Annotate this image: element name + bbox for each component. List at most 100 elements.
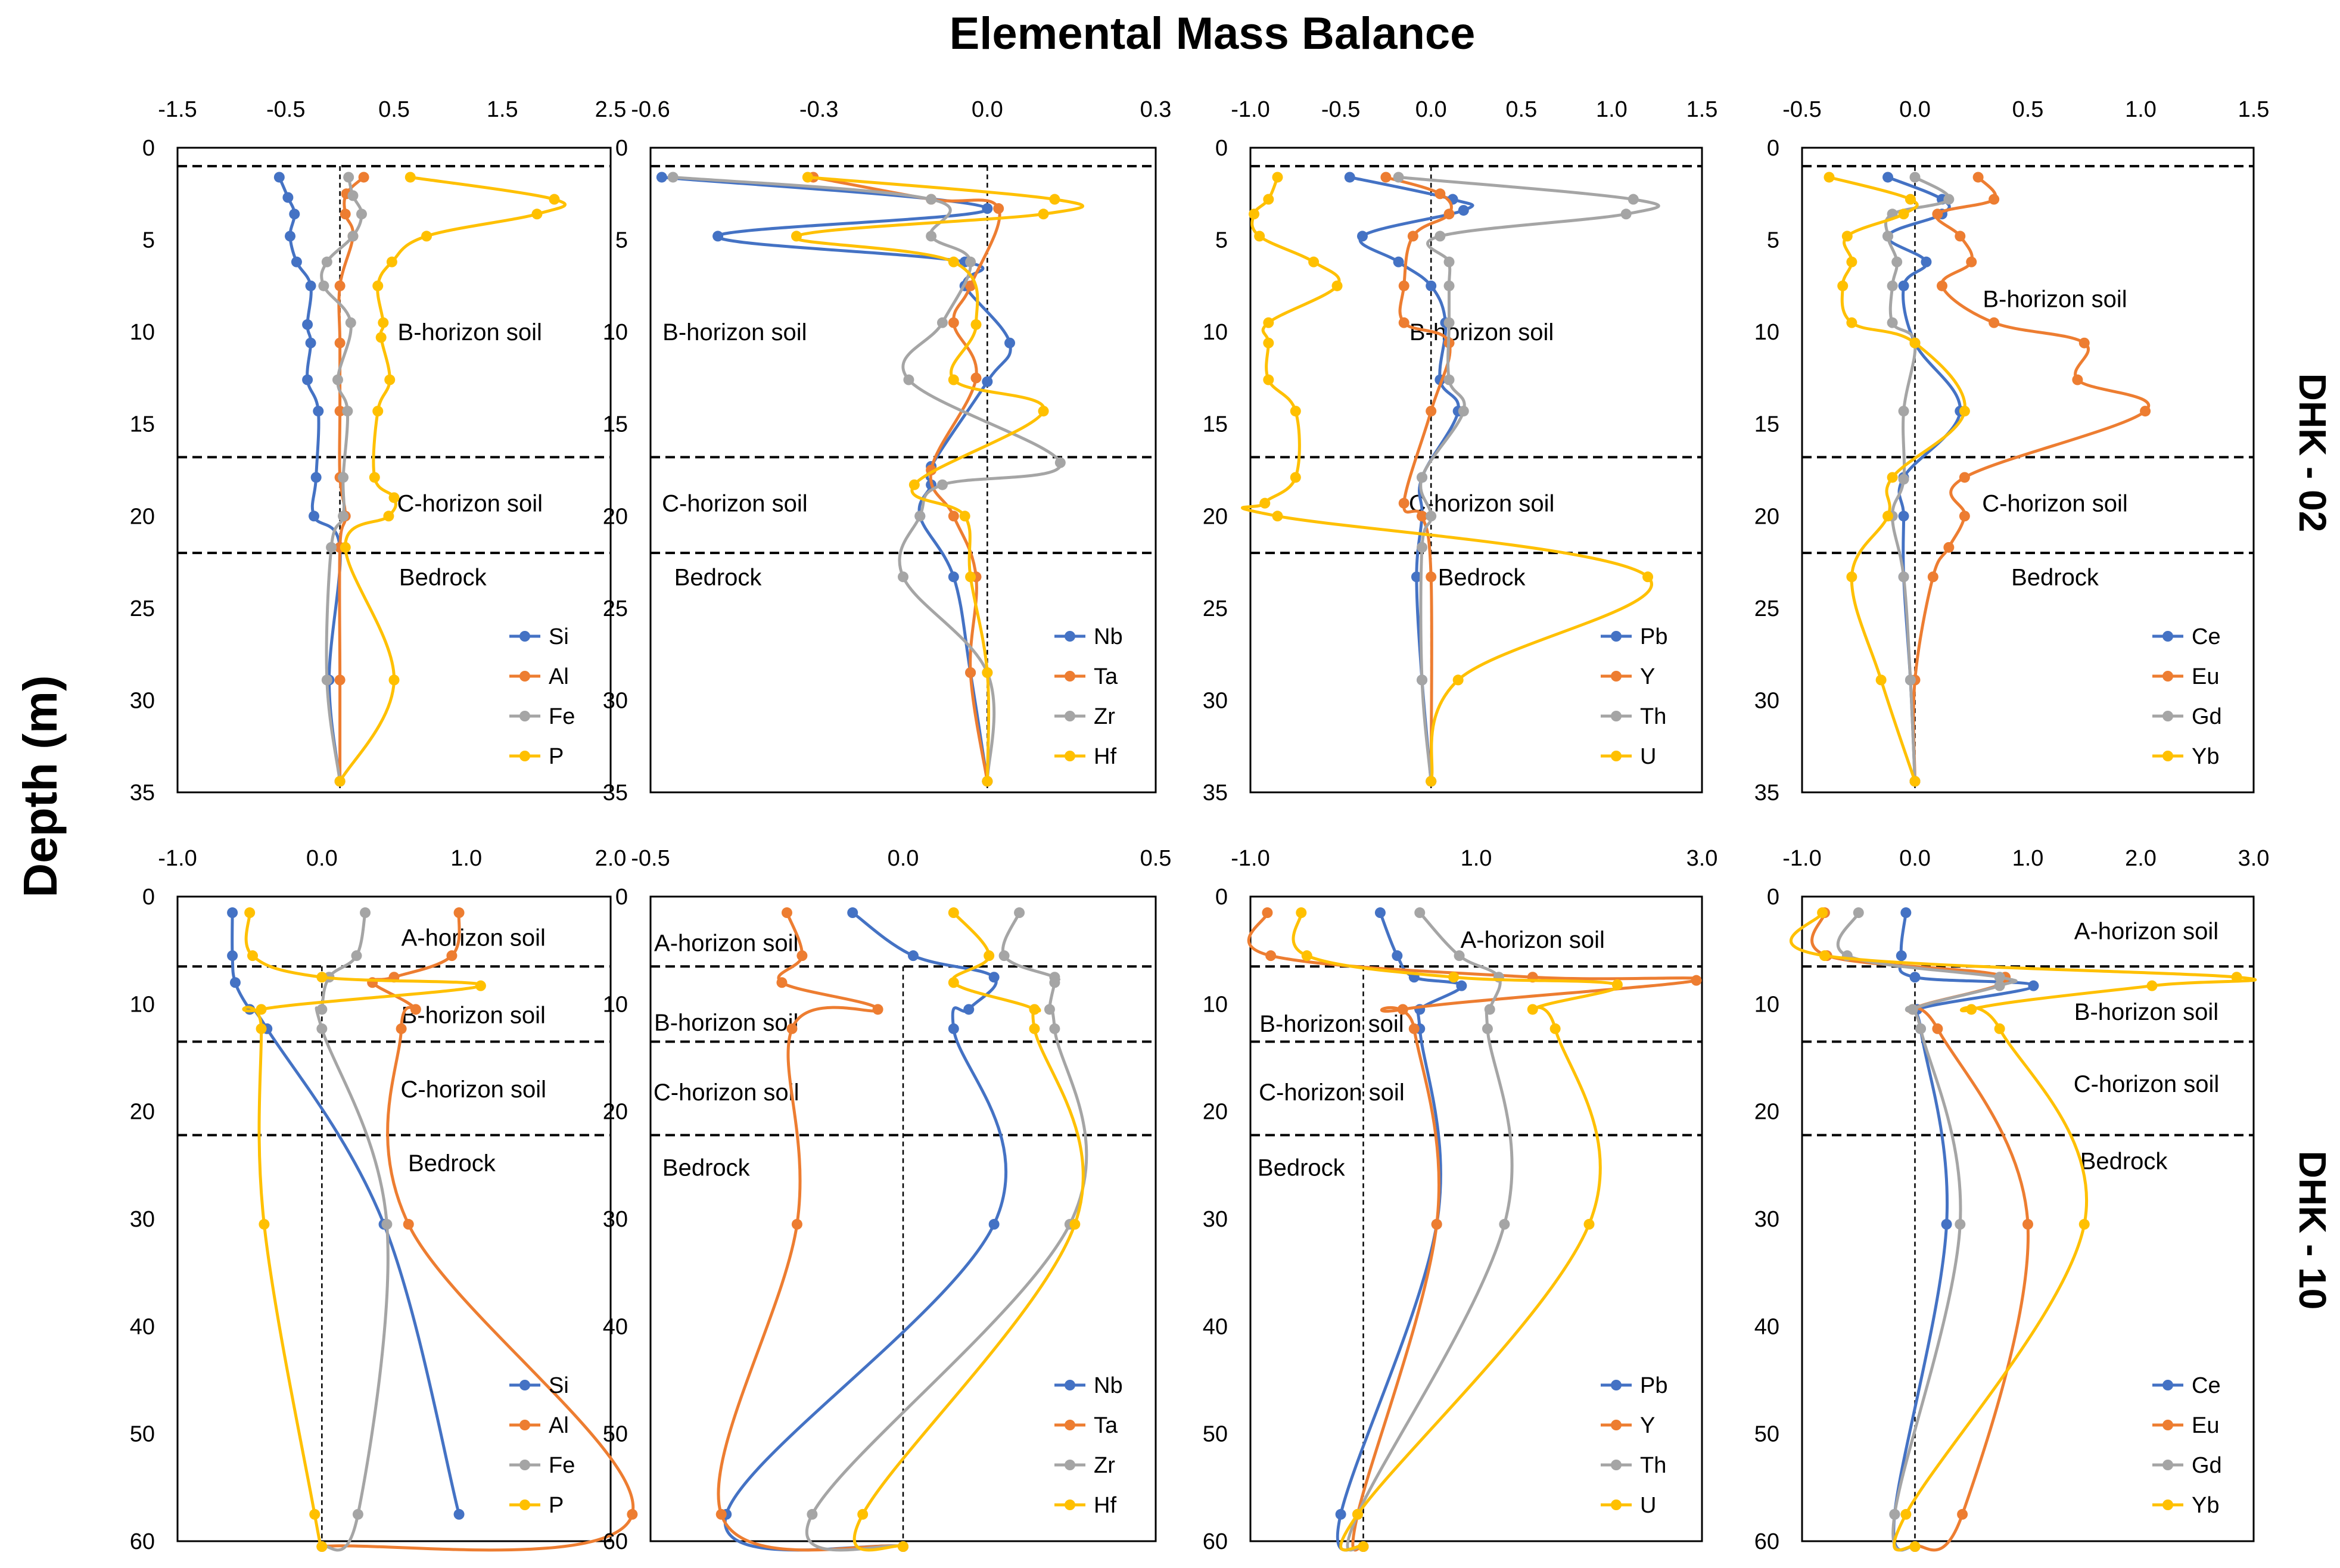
legend-item-gd: Gd bbox=[2152, 1453, 2222, 1478]
legend-label: P bbox=[549, 1493, 564, 1518]
legend-item-hf: Hf bbox=[1054, 1493, 1116, 1518]
y-tick-label: 0 bbox=[1767, 136, 1779, 161]
data-point-eu bbox=[1955, 231, 1966, 242]
data-point-si bbox=[309, 511, 320, 522]
data-point-eu bbox=[1959, 472, 1970, 483]
data-point-ta bbox=[948, 511, 959, 522]
legend-item-p: P bbox=[509, 1493, 564, 1518]
data-point-yb bbox=[1898, 209, 1909, 220]
data-point-y bbox=[1397, 1004, 1408, 1015]
zone-label: A-horizon soil bbox=[654, 931, 798, 957]
series-hf bbox=[852, 907, 1085, 1553]
data-point-hf bbox=[982, 667, 993, 679]
data-point-hf bbox=[908, 479, 920, 490]
data-point-zr bbox=[1054, 457, 1066, 468]
data-point-yb bbox=[1819, 950, 1830, 962]
data-point-hf bbox=[898, 1541, 908, 1553]
plot-frame bbox=[1801, 895, 2255, 1542]
data-point-p bbox=[388, 674, 400, 686]
x-tick-label: -0.5 bbox=[1321, 97, 1360, 122]
data-point-eu bbox=[1957, 1508, 1968, 1520]
data-point-pb bbox=[1344, 172, 1355, 183]
data-point-th bbox=[1458, 406, 1469, 417]
series-line-th bbox=[1346, 911, 1514, 1552]
panel-r1-c2: -1.0 1.0 3.0 0 10 20 30 40 50 60 A-horizon soil B-h… bbox=[1203, 846, 1718, 1554]
data-point-p bbox=[421, 231, 432, 242]
legend-item-al: Al bbox=[509, 1413, 569, 1438]
y-tick-label: 30 bbox=[1754, 688, 1779, 713]
data-point-y bbox=[1380, 172, 1392, 183]
data-point-eu bbox=[1989, 317, 2000, 328]
data-point-gd bbox=[1891, 256, 1903, 267]
panel-r1-c1: -0.5 0.0 0.5 0 10 20 30 40 50 60 A-horizon soil B-h… bbox=[603, 846, 1172, 1554]
y-tick-label: 60 bbox=[1203, 1529, 1228, 1554]
zone-label: B-horizon soil bbox=[402, 1002, 546, 1028]
data-point-hf bbox=[1038, 406, 1049, 417]
data-point-fe bbox=[326, 542, 337, 553]
series-y bbox=[1380, 172, 1455, 787]
data-point-nb bbox=[847, 907, 858, 919]
data-point-hf bbox=[948, 977, 959, 988]
legend-item-u: U bbox=[1601, 1493, 1656, 1518]
y-tick-label: 25 bbox=[1754, 596, 1779, 621]
x-tick-label: 0.0 bbox=[972, 97, 1003, 122]
y-tick-label: 0 bbox=[1767, 885, 1779, 910]
x-tick-label: 1.5 bbox=[1686, 97, 1718, 122]
legend-item-gd: Gd bbox=[2152, 704, 2222, 729]
legend-label: Eu bbox=[2192, 1413, 2219, 1438]
data-point-nb bbox=[712, 231, 724, 242]
data-point-nb bbox=[656, 172, 667, 183]
legend-label: Y bbox=[1640, 664, 1655, 689]
y-tick-label: 25 bbox=[603, 596, 628, 621]
data-point-hf bbox=[970, 319, 982, 330]
x-tick-label: -1.0 bbox=[1231, 97, 1269, 122]
data-point-eu bbox=[1972, 172, 1984, 183]
series-line-al bbox=[322, 912, 635, 1552]
data-point-eu bbox=[1936, 280, 1947, 291]
legend-marker bbox=[519, 631, 530, 642]
zone-label: B-horizon soil bbox=[1983, 286, 2127, 312]
legend-item-eu: Eu bbox=[2152, 1413, 2219, 1438]
zone-label: Bedrock bbox=[674, 564, 763, 590]
x-tick-label: 1.0 bbox=[2012, 846, 2044, 871]
y-tick-label: 50 bbox=[130, 1422, 155, 1447]
data-point-hf bbox=[1029, 1023, 1040, 1034]
panel-r0-c1: -0.6 -0.3 0.0 0.3 0 5 10 15 20 25 30 35 B-horizon so… bbox=[603, 97, 1172, 805]
legend-label: Nb bbox=[1094, 624, 1123, 649]
data-point-u bbox=[1290, 472, 1301, 483]
legend-label: Al bbox=[549, 664, 569, 689]
data-point-eu bbox=[2072, 374, 2083, 385]
legend-label: Fe bbox=[549, 1453, 575, 1478]
data-point-th bbox=[1426, 511, 1437, 522]
data-point-hf bbox=[982, 776, 993, 787]
data-point-p bbox=[372, 406, 384, 417]
data-point-p bbox=[475, 980, 486, 991]
data-point-p bbox=[244, 907, 256, 919]
data-point-fe bbox=[338, 472, 349, 483]
data-point-hf bbox=[965, 571, 976, 583]
y-tick-label: 15 bbox=[603, 412, 628, 437]
y-tick-label: 40 bbox=[1754, 1314, 1779, 1339]
data-point-yb bbox=[1824, 172, 1835, 183]
y-tick-label: 0 bbox=[142, 885, 155, 910]
data-point-ce bbox=[2028, 980, 2039, 991]
data-point-p bbox=[378, 317, 389, 328]
plot-frame bbox=[1249, 895, 1703, 1542]
data-point-u bbox=[1263, 374, 1274, 385]
data-point-u bbox=[1272, 172, 1283, 183]
data-point-u bbox=[1358, 1541, 1369, 1553]
data-point-nb bbox=[982, 203, 993, 214]
x-tick-label: 1.0 bbox=[2125, 97, 2157, 122]
data-point-ta bbox=[993, 203, 1004, 214]
data-point-u bbox=[1611, 979, 1623, 990]
series-p bbox=[242, 907, 486, 1553]
zone-label: Bedrock bbox=[1258, 1155, 1346, 1181]
data-point-zr bbox=[1014, 907, 1025, 919]
panel-r0-c2: -1.0 -0.5 0.0 0.5 1.0 1.505101520253035B-hori… bbox=[1203, 97, 1718, 805]
data-point-u bbox=[1642, 571, 1654, 583]
data-point-al bbox=[396, 1023, 407, 1034]
data-point-gd bbox=[1955, 1219, 1966, 1230]
x-tick-label: 0.0 bbox=[1899, 846, 1931, 871]
y-tick-label: 30 bbox=[130, 1207, 155, 1232]
